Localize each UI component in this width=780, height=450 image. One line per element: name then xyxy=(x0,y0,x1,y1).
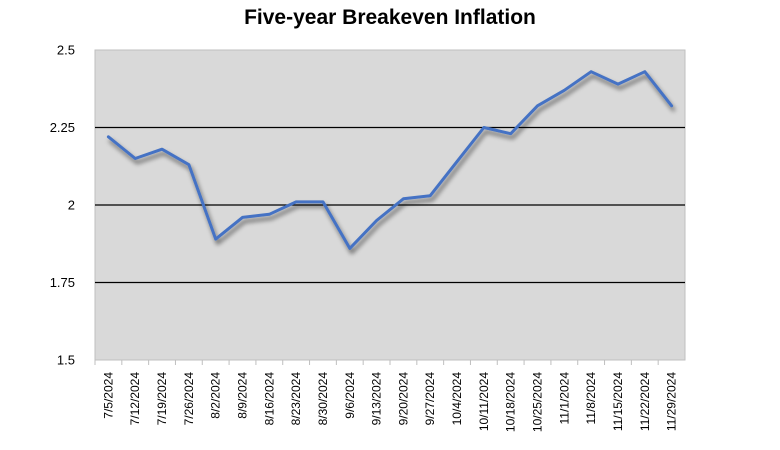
data-point xyxy=(375,219,378,222)
data-point xyxy=(455,160,459,163)
data-point xyxy=(294,200,298,204)
x-tick-label: 9/20/2024 xyxy=(396,372,410,426)
data-point xyxy=(160,148,164,151)
x-tick-label: 9/6/2024 xyxy=(343,372,357,419)
x-tick-label: 11/22/2024 xyxy=(638,372,652,431)
data-point xyxy=(268,213,271,216)
data-point xyxy=(536,104,539,108)
x-tick-label: 11/15/2024 xyxy=(611,372,625,431)
x-tick-label: 7/12/2024 xyxy=(128,372,142,426)
series-layer xyxy=(106,70,674,250)
data-point xyxy=(107,135,110,138)
x-tick-label: 10/18/2024 xyxy=(504,372,518,432)
data-point xyxy=(187,163,191,166)
x-tick-label: 11/1/2024 xyxy=(557,372,571,425)
data-point xyxy=(643,70,646,73)
x-tick-label: 8/30/2024 xyxy=(316,372,330,426)
chart-title: Five-year Breakeven Inflation xyxy=(244,6,536,29)
data-point xyxy=(214,237,217,241)
x-tick-label: 8/2/2024 xyxy=(209,372,223,419)
y-tick-label: 1.5 xyxy=(57,353,75,368)
x-tick-label: 7/19/2024 xyxy=(155,372,169,426)
x-tick-label: 10/25/2024 xyxy=(531,372,545,432)
x-tick-label: 7/26/2024 xyxy=(182,372,196,426)
y-tick-label: 2 xyxy=(68,198,75,213)
data-point xyxy=(321,200,325,204)
data-point xyxy=(509,132,512,135)
x-tick-label: 10/4/2024 xyxy=(450,372,464,426)
x-tick-label: 9/27/2024 xyxy=(423,372,437,426)
x-tick-label: 7/5/2024 xyxy=(101,372,115,419)
y-tick-label: 2.5 xyxy=(57,43,75,58)
x-tick-label: 9/13/2024 xyxy=(370,372,384,426)
x-tick-label: 8/9/2024 xyxy=(236,372,250,419)
x-tick-label: 11/29/2024 xyxy=(665,372,679,431)
y-axis-ticks: 1.5 1.75 2 2.25 2.5 xyxy=(50,43,75,368)
data-point xyxy=(589,70,593,73)
x-tick-label: 8/23/2024 xyxy=(289,372,303,426)
x-tick-label: 11/8/2024 xyxy=(584,372,598,425)
data-point xyxy=(616,82,620,86)
series-line xyxy=(106,70,674,250)
data-point xyxy=(670,104,673,108)
data-point xyxy=(241,216,244,219)
data-point xyxy=(348,247,351,250)
gridlines xyxy=(95,126,685,284)
data-point xyxy=(563,89,566,92)
y-tick-label: 2.25 xyxy=(50,120,75,135)
data-point xyxy=(482,126,486,129)
x-axis-ticks: 7/5/2024 7/12/2024 7/19/2024 7/26/2024 8/2/2… xyxy=(94,360,679,432)
x-tick-label: 8/16/2024 xyxy=(262,372,276,426)
x-tick-label: 10/11/2024 xyxy=(477,372,491,431)
y-tick-label: 1.75 xyxy=(50,275,75,290)
data-point xyxy=(134,157,137,160)
data-point xyxy=(429,194,432,197)
data-point xyxy=(402,197,405,200)
